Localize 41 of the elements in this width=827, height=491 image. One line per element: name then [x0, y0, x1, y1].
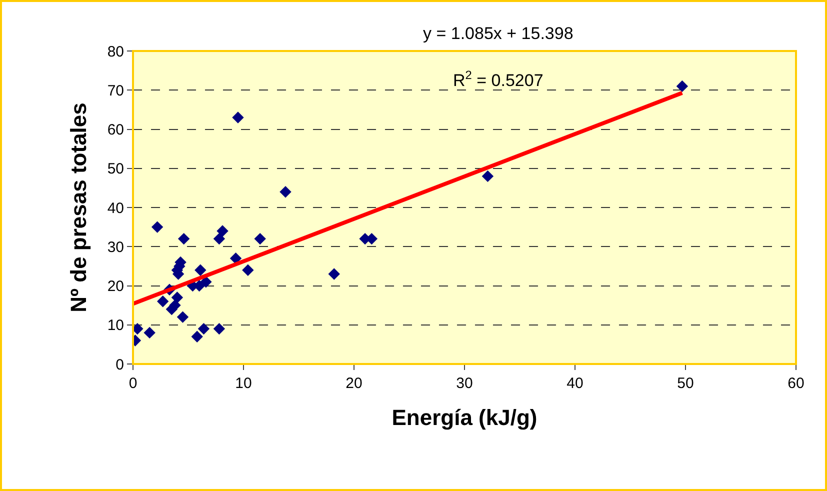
- point: [328, 268, 340, 280]
- x-axis-title: Energía (kJ/g): [392, 404, 538, 430]
- x-tick-label: 60: [788, 375, 804, 392]
- point: [198, 322, 210, 335]
- x-tick-label: 0: [128, 375, 138, 392]
- y-tick-label: 60: [107, 122, 124, 138]
- x-tick-label: 50: [677, 375, 694, 392]
- y-tick-label: 20: [107, 278, 124, 295]
- point: [216, 225, 228, 237]
- point: [232, 112, 244, 124]
- y-tick-label: 50: [107, 160, 124, 178]
- x-tick-label: 30: [456, 375, 473, 392]
- y-axis-title: Nº de presas totales: [66, 102, 92, 312]
- point: [254, 232, 266, 245]
- x-tick-label: 10: [235, 375, 252, 392]
- point: [194, 264, 206, 276]
- y-tick-label: 70: [107, 82, 124, 100]
- point: [176, 311, 189, 323]
- point: [213, 232, 226, 245]
- text: y = 1.085x + 15.398: [423, 24, 574, 43]
- point: [280, 186, 292, 198]
- y-tick-label: 10: [107, 317, 124, 334]
- y-tick-label: 0: [116, 356, 124, 374]
- point: [482, 170, 494, 182]
- point: [213, 322, 226, 335]
- point: [151, 221, 164, 233]
- x-tick-label: 20: [346, 375, 362, 392]
- point: [171, 292, 184, 304]
- point: [178, 232, 190, 245]
- point: [156, 296, 169, 308]
- point: [230, 252, 242, 264]
- point: [191, 330, 203, 342]
- y-tick-label: 30: [107, 238, 124, 256]
- y-tick-label: 40: [107, 200, 124, 217]
- point: [200, 276, 212, 288]
- annotation: R$^{2}$ = 0.5207: [453, 68, 544, 90]
- point: [242, 264, 254, 276]
- point: [676, 80, 688, 92]
- y-tick-label: 80: [107, 43, 124, 60]
- point: [144, 326, 156, 339]
- x-tick-label: 40: [566, 375, 584, 392]
